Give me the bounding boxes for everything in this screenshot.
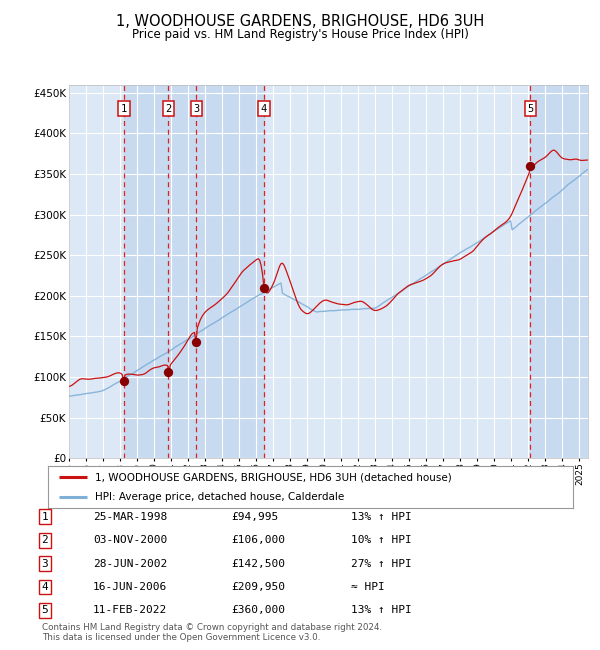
Text: 13% ↑ HPI: 13% ↑ HPI bbox=[351, 605, 412, 616]
Text: 25-MAR-1998: 25-MAR-1998 bbox=[93, 512, 167, 522]
Text: 3: 3 bbox=[193, 104, 200, 114]
Text: 28-JUN-2002: 28-JUN-2002 bbox=[93, 558, 167, 569]
Text: 4: 4 bbox=[261, 104, 267, 114]
Text: 13% ↑ HPI: 13% ↑ HPI bbox=[351, 512, 412, 522]
Point bbox=[119, 376, 129, 386]
Text: Contains HM Land Registry data © Crown copyright and database right 2024.
This d: Contains HM Land Registry data © Crown c… bbox=[42, 623, 382, 642]
Text: 5: 5 bbox=[527, 104, 533, 114]
Text: ≈ HPI: ≈ HPI bbox=[351, 582, 385, 592]
Text: 27% ↑ HPI: 27% ↑ HPI bbox=[351, 558, 412, 569]
Point bbox=[259, 283, 269, 293]
Text: 1: 1 bbox=[41, 512, 49, 522]
Text: Price paid vs. HM Land Registry's House Price Index (HPI): Price paid vs. HM Land Registry's House … bbox=[131, 28, 469, 41]
Text: 1, WOODHOUSE GARDENS, BRIGHOUSE, HD6 3UH (detached house): 1, WOODHOUSE GARDENS, BRIGHOUSE, HD6 3UH… bbox=[95, 473, 452, 482]
Text: HPI: Average price, detached house, Calderdale: HPI: Average price, detached house, Cald… bbox=[95, 492, 344, 502]
Text: 11-FEB-2022: 11-FEB-2022 bbox=[93, 605, 167, 616]
Bar bbox=[196, 84, 264, 458]
Text: 2: 2 bbox=[165, 104, 172, 114]
Text: £360,000: £360,000 bbox=[231, 605, 285, 616]
Text: 5: 5 bbox=[41, 605, 49, 616]
Text: 10% ↑ HPI: 10% ↑ HPI bbox=[351, 535, 412, 545]
Text: 1: 1 bbox=[121, 104, 127, 114]
Text: £142,500: £142,500 bbox=[231, 558, 285, 569]
Bar bbox=[124, 84, 169, 458]
Text: £209,950: £209,950 bbox=[231, 582, 285, 592]
Text: 4: 4 bbox=[41, 582, 49, 592]
Point bbox=[526, 161, 535, 171]
Text: £106,000: £106,000 bbox=[231, 535, 285, 545]
Text: 1, WOODHOUSE GARDENS, BRIGHOUSE, HD6 3UH: 1, WOODHOUSE GARDENS, BRIGHOUSE, HD6 3UH bbox=[116, 14, 484, 29]
Bar bbox=[530, 84, 588, 458]
Text: 3: 3 bbox=[41, 558, 49, 569]
Point bbox=[164, 367, 173, 377]
Text: 03-NOV-2000: 03-NOV-2000 bbox=[93, 535, 167, 545]
Text: £94,995: £94,995 bbox=[231, 512, 278, 522]
Bar bbox=[169, 84, 196, 458]
Point bbox=[191, 337, 201, 348]
Text: 2: 2 bbox=[41, 535, 49, 545]
Text: 16-JUN-2006: 16-JUN-2006 bbox=[93, 582, 167, 592]
